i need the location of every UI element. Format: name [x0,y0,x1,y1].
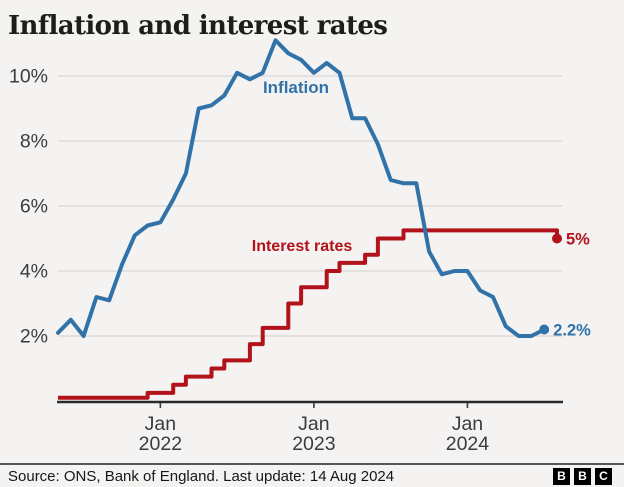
bbc-logo-block-3: C [595,467,612,485]
inflation-end-value-label: 2.2% [553,322,591,340]
y-tick-label: 2% [20,326,48,348]
footer: Source: ONS, Bank of England. Last updat… [0,463,624,487]
inflation-line [56,38,547,338]
rates-end-value-label: 5% [566,231,590,249]
x-tick-label-month: Jan [145,413,176,435]
y-tick-label: 10% [9,66,48,88]
x-tick-label-month: Jan [298,413,329,435]
bbc-logo-block-1: B [553,467,570,485]
rates-line [58,228,559,400]
x-tick-label-year: 2022 [139,433,182,455]
rates-end-dot [552,233,562,244]
bbc-logo-block-2: B [574,467,591,485]
source-text: Source: ONS, Bank of England. Last updat… [8,467,395,485]
y-tick-label: 8% [20,131,48,153]
x-tick-label-month: Jan [452,413,483,435]
page-title: Inflation and interest rates [8,11,388,41]
y-tick-label: 4% [20,261,48,283]
bbc-logo: B B C [553,467,612,485]
x-tick-label-year: 2023 [292,433,335,455]
inflation-series-label: Inflation [263,78,329,97]
chart-canvas: 2%4%6%8%10%Jan2022Jan2023Jan20245%2.2%In… [9,38,591,455]
rates-series-label: Interest rates [252,238,353,255]
x-tick-label-year: 2024 [446,433,490,455]
y-tick-label: 6% [20,196,48,218]
inflation-end-dot [539,324,550,335]
